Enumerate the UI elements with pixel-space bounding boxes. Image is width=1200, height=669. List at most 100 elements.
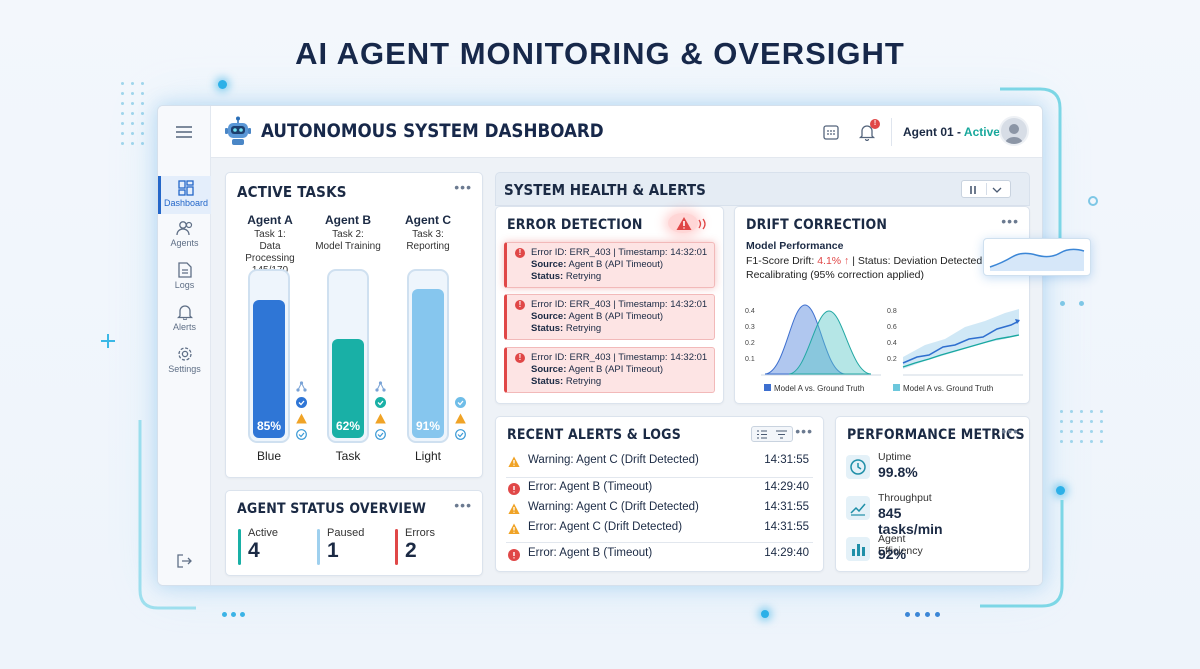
legend-label: Model A vs. Ground Truth <box>903 384 993 393</box>
tick-label: 0.2 <box>887 356 897 363</box>
sidebar-item-alerts[interactable]: Alerts <box>158 304 211 342</box>
decor-dots-bottom-right <box>905 604 940 622</box>
status-icons-b <box>375 379 387 443</box>
sidebar-item-label: Alerts <box>172 322 196 332</box>
decor-glow-dot <box>1056 486 1065 495</box>
source-value: Agent B (API Timeout) <box>566 259 664 270</box>
status-label: Status: <box>531 376 564 387</box>
bar-label: Light <box>414 449 442 463</box>
check-circle-icon <box>375 395 386 408</box>
metric-value: 845 tasks/min <box>878 505 943 537</box>
stat-label: Errors <box>405 527 435 539</box>
tick-label: 0.1 <box>745 356 755 363</box>
progress-tube-b: 62% <box>327 269 369 443</box>
error-item[interactable]: ! Error ID: ERR_403 | Timestamp: 14:32:0… <box>504 347 715 393</box>
agent-status-card: AGENT STATUS OVERVIEW ••• Active 4 Paused… <box>225 490 483 576</box>
decor-dots-bottom-left <box>222 604 245 622</box>
log-time: 14:31:55 <box>764 501 809 513</box>
error-source-line: Source: Agent B (API Timeout) <box>531 259 714 271</box>
error-status-line: Status: Retrying <box>531 376 714 388</box>
recent-alerts-title: RECENT ALERTS & LOGS <box>507 427 681 443</box>
avatar[interactable] <box>999 116 1029 146</box>
sidebar-item-label: Agents <box>170 238 199 248</box>
stat-errors: Errors 2 <box>395 527 435 567</box>
legend-label: Model A vs. Ground Truth <box>774 384 864 393</box>
agent-name: Agent B <box>325 213 371 227</box>
divider <box>891 118 892 146</box>
progress-tube-a: 85% <box>248 269 290 443</box>
bar-label: Blue <box>256 449 282 463</box>
tick-label: 0.4 <box>887 340 897 347</box>
check-outline-icon <box>296 427 307 440</box>
error-status-line: Status: Retrying <box>531 323 714 335</box>
notification-bell-icon[interactable] <box>858 123 876 141</box>
list-view-icon[interactable] <box>757 430 767 439</box>
error-source-line: Source: Agent B (API Timeout) <box>531 311 714 323</box>
filter-icon[interactable] <box>776 430 787 439</box>
sidebar-item-agents[interactable]: Agents <box>158 220 211 258</box>
error-item[interactable]: ! Error ID: ERR_403 | Timestamp: 14:32:0… <box>504 294 715 340</box>
sidebar-item-dashboard[interactable]: Dashboard <box>158 176 211 214</box>
progress-fill <box>253 299 285 438</box>
view-toggle[interactable] <box>751 426 793 442</box>
sidebar-item-label: Dashboard <box>163 198 209 208</box>
drift-subtitle: Model Performance <box>746 240 844 252</box>
chevron-down-icon <box>992 187 1002 193</box>
check-outline-icon <box>375 427 386 440</box>
warning-icon <box>375 411 386 424</box>
logout-icon[interactable] <box>176 553 192 569</box>
trend-chart: 0.8 0.6 0.4 0.2 Model A vs. Ground Truth <box>887 308 1023 393</box>
drift-line-a: F1-Score Drift: <box>746 255 818 267</box>
logs-icon <box>177 262 192 278</box>
decor-dots-right-mid <box>1060 293 1098 311</box>
error-id-line: Error ID: ERR_403 | Timestamp: 14:32:01 <box>531 299 708 310</box>
more-options-icon[interactable]: ••• <box>1001 423 1019 439</box>
task-line: Model Training <box>315 241 381 252</box>
log-time: 14:31:55 <box>764 454 809 466</box>
error-item[interactable]: ! Error ID: ERR_403 | Timestamp: 14:32:0… <box>504 242 715 288</box>
log-row[interactable]: Warning: Agent C (Drift Detected) 14:31:5… <box>508 454 811 472</box>
stat-bar <box>395 529 398 565</box>
more-options-icon[interactable]: ••• <box>454 497 472 513</box>
error-detection-title: ERROR DETECTION <box>507 217 643 233</box>
log-text: Error: Agent B (Timeout) <box>528 547 653 559</box>
more-options-icon[interactable]: ••• <box>795 423 813 439</box>
distribution-chart: 0.4 0.3 0.2 0.1 Model A vs. Ground Truth <box>745 304 881 393</box>
metric-label: Throughput <box>878 492 932 504</box>
log-row[interactable]: Warning: Agent C (Drift Detected) 14:31:5… <box>508 501 811 519</box>
trend-band <box>903 309 1019 369</box>
log-row[interactable]: Error: Agent B (Timeout) 14:29:40 <box>508 547 811 565</box>
progress-percent: 85% <box>256 419 282 433</box>
status-value: Retrying <box>563 271 602 282</box>
menu-icon[interactable] <box>175 125 193 139</box>
task-line: Data Processing <box>245 241 295 264</box>
calendar-icon[interactable] <box>823 124 839 140</box>
more-options-icon[interactable]: ••• <box>1001 213 1019 229</box>
notification-badge: ! <box>870 119 880 129</box>
bar-chart-icon <box>846 537 870 561</box>
stat-bar <box>317 529 320 565</box>
pause-toggle[interactable] <box>961 180 1011 198</box>
source-label: Source: <box>531 259 567 270</box>
sidebar-item-settings[interactable]: Settings <box>158 346 211 384</box>
stat-paused: Paused 1 <box>317 527 364 567</box>
divider <box>506 477 813 478</box>
log-row[interactable]: Error: Agent B (Timeout) 14:29:40 <box>508 481 811 499</box>
more-options-icon[interactable]: ••• <box>454 179 472 195</box>
log-row[interactable]: Error: Agent C (Drift Detected) 14:31:55 <box>508 521 811 539</box>
sidebar-item-logs[interactable]: Logs <box>158 262 211 300</box>
bar-label: Task <box>335 449 361 463</box>
error-circle-icon: ! <box>515 353 525 363</box>
active-tasks-title: ACTIVE TASKS <box>237 183 347 201</box>
sidebar: Dashboard Agents Logs Alerts Settings <box>158 106 211 585</box>
main-content: ACTIVE TASKS ••• Agent A Task 1: Data Pro… <box>211 158 1042 585</box>
log-text: Warning: Agent C (Drift Detected) <box>528 454 699 466</box>
error-icon <box>508 483 520 495</box>
distribution-curve-b <box>788 310 872 375</box>
stat-bar <box>238 529 241 565</box>
error-detection-card: ERROR DETECTION ! Error ID: ERR_403 | Ti… <box>495 206 724 404</box>
trend-line-b <box>902 334 1020 368</box>
progress-fill <box>412 289 444 438</box>
log-text: Warning: Agent C (Drift Detected) <box>528 501 699 513</box>
clock-icon <box>846 455 870 479</box>
